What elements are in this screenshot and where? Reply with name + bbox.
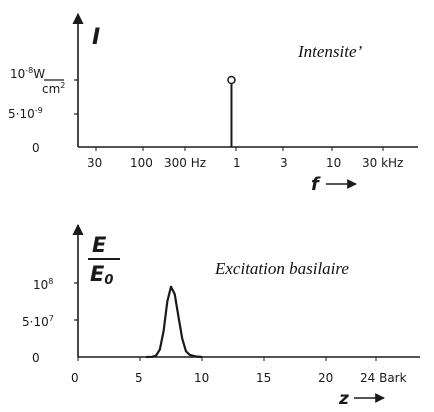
intensity-marks xyxy=(227,75,236,147)
intensity-point xyxy=(227,75,236,85)
x-tick-label: 10 xyxy=(194,371,209,385)
x-tick-label: 30 xyxy=(87,156,102,170)
x-tick-label: 300 Hz xyxy=(164,156,206,170)
intensity-x-label: f xyxy=(311,174,321,195)
excitation-x-label-group: z xyxy=(338,389,385,409)
x-tick-label: 24 Bark xyxy=(360,371,407,385)
y-tick-label: 5·10-9 xyxy=(8,106,43,121)
intensity-y-ticks: 10-8W cm2 5·10-9 0 xyxy=(8,66,78,155)
excitation-x-ticks: 0 5 10 15 20 24 Bark xyxy=(71,357,407,385)
intensity-x-label-group: f xyxy=(311,174,357,195)
y-tick-label: 0 xyxy=(32,141,40,155)
excitation-y-label: E E0 xyxy=(88,233,120,288)
x-tick-label: 15 xyxy=(256,371,271,385)
intensity-title: Intensite’ xyxy=(297,42,363,61)
x-tick-label: 1 xyxy=(233,156,241,170)
x-tick-label: 20 xyxy=(318,371,333,385)
y-tick-label: 0 xyxy=(32,351,40,365)
x-tick-label: 10 xyxy=(326,156,341,170)
y-tick-label: 108 xyxy=(33,277,53,292)
x-tick-label: 0 xyxy=(71,371,79,385)
y-tick-label: 10-8W xyxy=(10,66,45,81)
excitation-y-label-numerator: E xyxy=(92,233,107,257)
excitation-y-ticks: 108 5·107 0 xyxy=(22,277,78,365)
excitation-curve xyxy=(146,285,203,359)
x-tick-label: 30 kHz xyxy=(362,156,403,170)
intensity-y-label: I xyxy=(92,25,100,50)
x-tick-label: 5 xyxy=(135,371,143,385)
intensity-chart: I Intensite’ 10-8W cm2 5·10-9 0 30 100 3… xyxy=(8,12,418,195)
intensity-x-ticks: 30 100 300 Hz 1 3 10 30 kHz xyxy=(87,147,403,170)
excitation-x-label: z xyxy=(338,389,349,409)
excitation-y-label-denominator: E0 xyxy=(90,262,113,288)
y-tick-unit: cm2 xyxy=(42,81,65,96)
excitation-marks xyxy=(146,285,203,359)
x-tick-label: 100 xyxy=(130,156,153,170)
excitation-title: Excitation basilaire xyxy=(214,259,349,278)
y-tick-label: 5·107 xyxy=(22,314,54,329)
x-tick-label: 3 xyxy=(280,156,288,170)
excitation-chart: E E0 Excitation basilaire 108 5·107 0 0 … xyxy=(22,223,420,409)
